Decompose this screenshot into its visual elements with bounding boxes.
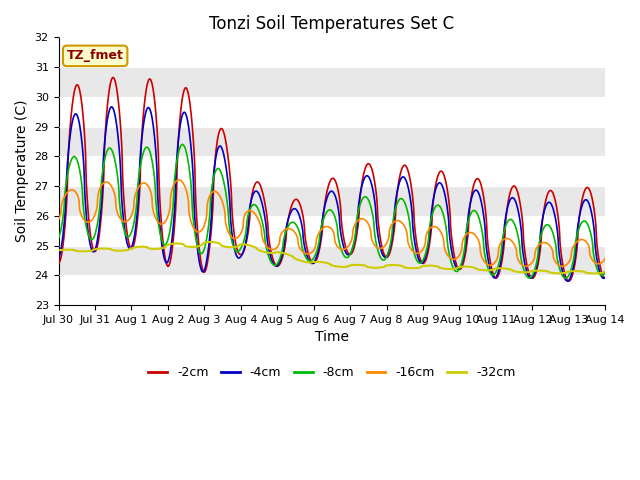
-2cm	[537, 243, 545, 249]
-2cm	[177, 110, 184, 116]
-16cm	[175, 177, 183, 183]
-16cm	[488, 262, 496, 267]
-4cm	[564, 278, 572, 284]
Line: -16cm: -16cm	[58, 180, 605, 266]
-8cm	[488, 272, 496, 278]
Bar	[58, 37, 605, 67]
Line: -2cm: -2cm	[58, 77, 605, 281]
-4cm	[238, 252, 246, 258]
-2cm	[54, 261, 62, 266]
-4cm	[54, 256, 62, 262]
-16cm	[54, 216, 62, 222]
-2cm	[565, 278, 573, 284]
X-axis label: Time: Time	[315, 330, 349, 344]
Legend: -2cm, -4cm, -8cm, -16cm, -32cm: -2cm, -4cm, -8cm, -16cm, -32cm	[143, 361, 520, 384]
-32cm	[417, 264, 425, 270]
-16cm	[537, 240, 545, 246]
Bar	[58, 67, 605, 97]
Line: -4cm: -4cm	[58, 107, 605, 281]
-2cm	[109, 74, 117, 80]
-4cm	[537, 228, 545, 234]
-16cm	[238, 228, 246, 234]
Bar	[58, 245, 605, 275]
-8cm	[54, 236, 62, 241]
-8cm	[561, 276, 569, 281]
-2cm	[602, 276, 609, 281]
-2cm	[238, 252, 246, 257]
-16cm	[602, 255, 609, 261]
-32cm	[590, 271, 598, 276]
-32cm	[238, 241, 246, 247]
Bar	[58, 156, 605, 186]
-8cm	[179, 142, 186, 147]
-32cm	[488, 267, 496, 273]
-32cm	[602, 269, 609, 275]
-16cm	[177, 178, 184, 183]
-2cm	[488, 269, 496, 275]
-16cm	[163, 216, 171, 222]
-4cm	[488, 273, 496, 278]
Text: TZ_fmet: TZ_fmet	[67, 49, 124, 62]
Title: Tonzi Soil Temperatures Set C: Tonzi Soil Temperatures Set C	[209, 15, 454, 33]
-16cm	[522, 264, 530, 269]
-8cm	[537, 234, 545, 240]
Bar	[58, 127, 605, 156]
-16cm	[417, 249, 425, 254]
Line: -8cm: -8cm	[58, 144, 605, 278]
-2cm	[417, 258, 425, 264]
Line: -32cm: -32cm	[58, 242, 605, 274]
Bar	[58, 216, 605, 245]
-32cm	[163, 242, 171, 248]
-4cm	[417, 260, 425, 266]
-8cm	[238, 244, 246, 250]
-8cm	[602, 269, 609, 275]
-2cm	[163, 263, 171, 268]
-32cm	[176, 241, 184, 247]
-32cm	[537, 268, 545, 274]
-4cm	[108, 104, 116, 110]
-4cm	[163, 260, 171, 265]
Bar	[58, 97, 605, 127]
Bar	[58, 186, 605, 216]
Bar	[58, 275, 605, 305]
-8cm	[163, 240, 171, 246]
-8cm	[417, 260, 425, 265]
Y-axis label: Soil Temperature (C): Soil Temperature (C)	[15, 100, 29, 242]
-4cm	[602, 275, 609, 280]
-8cm	[176, 144, 184, 150]
-32cm	[54, 248, 62, 253]
-4cm	[177, 120, 184, 126]
-32cm	[206, 239, 214, 245]
